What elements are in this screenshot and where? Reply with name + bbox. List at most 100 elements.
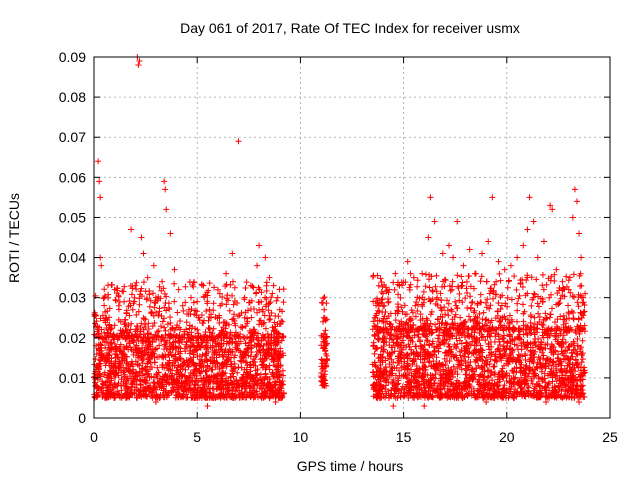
data-point xyxy=(160,385,167,392)
data-point xyxy=(496,318,503,325)
data-point xyxy=(564,354,571,361)
data-point xyxy=(490,394,497,401)
data-point xyxy=(254,262,261,269)
data-point xyxy=(520,367,527,374)
data-point xyxy=(387,332,394,339)
data-point xyxy=(138,365,145,372)
data-point xyxy=(487,356,494,363)
data-point xyxy=(95,341,102,348)
data-point xyxy=(456,297,463,304)
data-point xyxy=(422,271,429,278)
data-point xyxy=(374,388,381,395)
data-point xyxy=(575,316,582,323)
data-point xyxy=(262,373,269,380)
data-point xyxy=(467,293,474,300)
data-point xyxy=(466,341,473,348)
data-point xyxy=(524,226,531,233)
data-point xyxy=(225,321,232,328)
data-point xyxy=(579,372,586,379)
data-point xyxy=(469,368,476,375)
data-point xyxy=(453,394,460,401)
data-point xyxy=(465,313,472,320)
data-point xyxy=(402,372,409,379)
data-point xyxy=(201,358,208,365)
data-point xyxy=(212,394,219,401)
data-point xyxy=(97,194,104,201)
data-point xyxy=(436,360,443,367)
data-point xyxy=(535,380,542,387)
data-point xyxy=(177,317,184,324)
data-point xyxy=(97,385,104,392)
data-point xyxy=(370,318,377,325)
data-point xyxy=(504,339,511,346)
data-point xyxy=(522,372,529,379)
data-point xyxy=(94,323,101,330)
data-point xyxy=(134,323,141,330)
data-point xyxy=(123,366,130,373)
data-point xyxy=(490,287,497,294)
data-point xyxy=(531,371,538,378)
data-point xyxy=(154,364,161,371)
data-point xyxy=(566,274,573,281)
data-point xyxy=(414,391,421,398)
data-point xyxy=(509,358,516,365)
data-point xyxy=(192,391,199,398)
data-point xyxy=(136,348,143,355)
data-point xyxy=(511,326,518,333)
data-point xyxy=(151,299,158,306)
data-point xyxy=(506,312,513,319)
data-point xyxy=(265,380,272,387)
data-point xyxy=(195,314,202,321)
data-point xyxy=(545,275,552,282)
data-point xyxy=(520,318,527,325)
data-point xyxy=(409,309,416,316)
data-point xyxy=(211,351,218,358)
data-point xyxy=(272,339,279,346)
data-point xyxy=(137,386,144,393)
data-point xyxy=(413,298,420,305)
data-point xyxy=(101,302,108,309)
data-point xyxy=(159,379,166,386)
data-point xyxy=(151,380,158,387)
data-point xyxy=(199,386,206,393)
data-point xyxy=(112,296,119,303)
data-point xyxy=(477,299,484,306)
data-point xyxy=(146,303,153,310)
data-point xyxy=(511,380,518,387)
data-point xyxy=(426,382,433,389)
data-point xyxy=(427,194,434,201)
data-point xyxy=(575,303,582,310)
data-point xyxy=(113,290,120,297)
data-point xyxy=(408,307,415,314)
data-point xyxy=(427,311,434,318)
data-point xyxy=(413,343,420,350)
data-point xyxy=(272,398,279,405)
data-point xyxy=(142,364,149,371)
data-point xyxy=(415,353,422,360)
data-point xyxy=(241,294,248,301)
data-point xyxy=(535,335,542,342)
data-point xyxy=(128,226,135,233)
data-point xyxy=(144,393,151,400)
data-point xyxy=(484,296,491,303)
data-point xyxy=(159,278,166,285)
data-point xyxy=(219,353,226,360)
data-point xyxy=(519,301,526,308)
data-point xyxy=(222,392,229,399)
data-point xyxy=(91,309,98,316)
data-point xyxy=(563,381,570,388)
data-point xyxy=(111,360,118,367)
data-point xyxy=(496,376,503,383)
data-point xyxy=(551,271,558,278)
data-point xyxy=(443,375,450,382)
data-point xyxy=(564,347,571,354)
data-point xyxy=(420,373,427,380)
data-point xyxy=(391,385,398,392)
data-point xyxy=(535,310,542,317)
data-point xyxy=(435,367,442,374)
data-point xyxy=(448,308,455,315)
data-point xyxy=(495,389,502,396)
data-point xyxy=(233,346,240,353)
data-point xyxy=(263,295,270,302)
data-point xyxy=(398,386,405,393)
